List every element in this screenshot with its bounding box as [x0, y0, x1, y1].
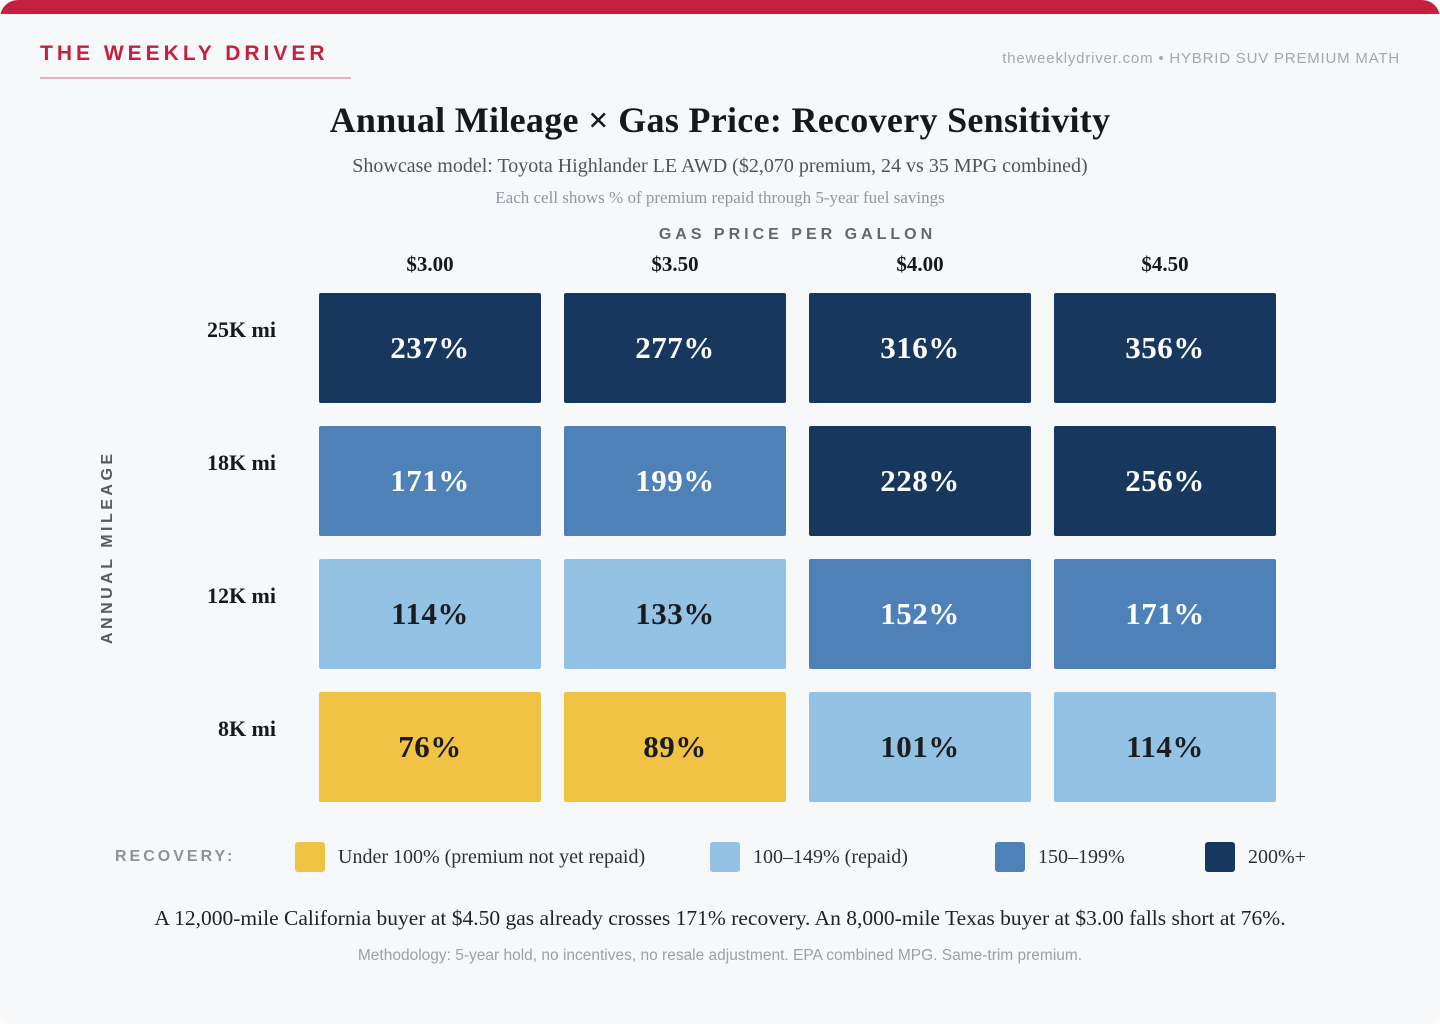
legend-title: RECOVERY: [115, 848, 236, 865]
heatmap-cell: 101% [809, 692, 1031, 802]
column-header: $4.50 [1141, 252, 1189, 276]
legend-item: Under 100% (premium not yet repaid) [295, 842, 645, 872]
legend: RECOVERY: Under 100% (premium not yet re… [0, 840, 1440, 874]
row-label: 18K mi [206, 450, 276, 475]
heatmap-cell: 277% [564, 293, 786, 403]
heatmap-cell: 316% [809, 293, 1031, 403]
heatmap-cell: 237% [319, 293, 541, 403]
heatmap-cell: 114% [1054, 692, 1276, 802]
legend-swatch [710, 842, 740, 872]
subtitle-model: Showcase model: Toyota Highlander LE AWD… [352, 155, 1088, 177]
legend-label: 150–199% [1038, 845, 1125, 868]
legend-label: Under 100% (premium not yet repaid) [338, 845, 646, 868]
page-title: Annual Mileage × Gas Price: Recovery Sen… [329, 100, 1111, 140]
heatmap-cell: 152% [809, 559, 1031, 669]
subtitle-description: Each cell shows % of premium repaid thro… [495, 188, 945, 207]
column-headers: $3.00 $3.50 $4.00 $4.50 [319, 252, 1276, 277]
legend-swatch [995, 842, 1025, 872]
row-label: 12K mi [206, 583, 276, 608]
heatmap-cell: 356% [1054, 293, 1276, 403]
legend-label: 100–149% (repaid) [753, 845, 908, 868]
heatmap-cell: 171% [1054, 559, 1276, 669]
legend-item: 100–149% (repaid) [710, 842, 908, 872]
column-header: $4.00 [896, 252, 944, 276]
legend-swatch [1205, 842, 1235, 872]
x-axis-title: GAS PRICE PER GALLON [658, 226, 937, 243]
legend-item: 150–199% [995, 842, 1125, 872]
heatmap-cell: 171% [319, 426, 541, 536]
legend-label: 200%+ [1248, 845, 1306, 868]
column-header: $3.50 [651, 252, 699, 276]
column-header: $3.00 [406, 252, 454, 276]
heatmap-cell: 228% [809, 426, 1031, 536]
row-label: 8K mi [217, 716, 276, 741]
heatmap-cell: 256% [1054, 426, 1276, 536]
heatmap-area: ANNUAL MILEAGE 25K mi 237% 277% 316% 356% 18K… [0, 293, 1440, 802]
top-accent-bar [0, 0, 1440, 14]
header: THE WEEKLY DRIVER theweeklydriver.com • … [0, 14, 1440, 79]
legend-item: 200%+ [1205, 842, 1306, 872]
heatmap-cell: 76% [319, 692, 541, 802]
legend-swatch [295, 842, 325, 872]
methodology-note: Methodology: 5-year hold, no incentives,… [357, 947, 1083, 964]
heatmap-cell: 133% [564, 559, 786, 669]
heatmap-cell: 89% [564, 692, 786, 802]
insight-callout: A 12,000-mile California buyer at $4.50 … [154, 906, 1286, 930]
row-label: 25K mi [206, 317, 276, 342]
heatmap-cell: 199% [564, 426, 786, 536]
y-axis-title: ANNUAL MILEAGE [99, 450, 116, 645]
heatmap-grid: 25K mi 237% 277% 316% 356% 18K mi 171% 199% 228%… [60, 293, 1440, 802]
heatmap-cell: 114% [319, 559, 541, 669]
brand-logo: THE WEEKLY DRIVER [40, 42, 351, 79]
header-tagline: theweeklydriver.com • HYBRID SUV PREMIUM… [1002, 50, 1400, 67]
